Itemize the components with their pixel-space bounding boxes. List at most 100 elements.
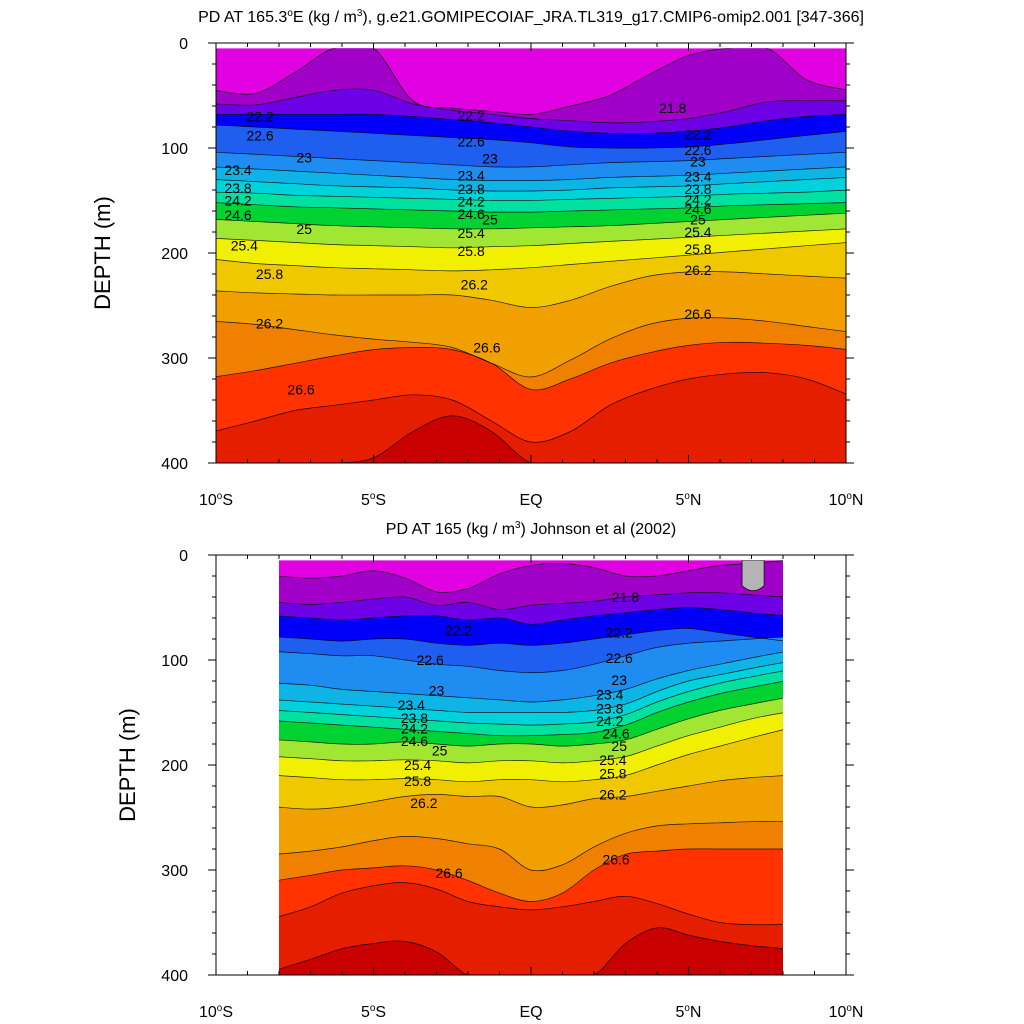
contour-label: 24.6 (602, 726, 629, 742)
filled-contours (216, 48, 846, 463)
contour-label: 21.8 (612, 589, 639, 605)
isopycnal-line (216, 341, 846, 391)
contour-label: 23 (296, 149, 312, 165)
contour-label: 26.2 (256, 315, 283, 331)
x-tick-label: 5oN (676, 1003, 702, 1021)
contour-label: 26.6 (602, 852, 629, 868)
contour-label: 26.2 (461, 277, 488, 293)
contour-label: 25.8 (684, 241, 711, 257)
contour-label: 26.6 (287, 382, 314, 398)
contour-label: 25.4 (404, 757, 431, 773)
isopycnal-line (279, 560, 783, 593)
y-tick-label: 400 (161, 456, 188, 473)
contour-label: 23.8 (401, 710, 428, 726)
isopycnal-line (279, 662, 783, 714)
contour-label: 24.2 (401, 720, 428, 736)
isopycnal-line (216, 113, 846, 134)
contour-label: 23 (611, 672, 627, 688)
contour-label: 25 (611, 738, 627, 754)
contour-label: 25.8 (458, 243, 485, 259)
isopycnal-line (279, 775, 783, 810)
contour-label: 26.6 (684, 306, 711, 322)
y-tick-label: 200 (161, 758, 188, 775)
isopycnal-line (216, 317, 846, 378)
y-tick-label: 100 (161, 141, 188, 158)
y-tick-label: 400 (161, 968, 188, 985)
contour-label: 23.4 (596, 687, 623, 703)
contour-label: 25.8 (599, 765, 626, 781)
isopycnal-line (216, 202, 846, 213)
isopycnal-line (216, 371, 846, 443)
contour-label: 24.2 (684, 191, 711, 207)
contour-label: 23.8 (684, 181, 711, 197)
x-tick-label: 5oS (361, 1003, 386, 1021)
contour-label: 22.2 (606, 625, 633, 641)
isopycnal-line (279, 607, 783, 625)
contour-label: 25.4 (599, 752, 626, 768)
contour-label: 23.4 (398, 697, 425, 713)
contour-label: 22.6 (417, 652, 444, 668)
isopycnal-line (216, 166, 846, 182)
contour-label: 24.2 (224, 193, 251, 209)
isopycnal-line (279, 848, 783, 902)
contour-label: 26.2 (684, 262, 711, 278)
contour-label: 22.6 (246, 127, 273, 143)
x-tick-label: 10oS (199, 491, 233, 509)
isopycnal-line (216, 242, 846, 272)
contour-label: 25 (432, 742, 448, 758)
y-tick-label: 0 (179, 36, 188, 53)
x-tick-label: 5oS (361, 491, 386, 509)
y-tick-label: 100 (161, 653, 188, 670)
contour-label: 26.6 (473, 340, 500, 356)
y-tick-label: 0 (179, 548, 188, 565)
isopycnal-line (216, 48, 846, 115)
contour-label: 25.4 (231, 238, 258, 254)
panel-observed-section: 21.822.2 22.222.6 22.6232323.423.423.823.8… (115, 520, 863, 1021)
isopycnal-line (279, 729, 783, 783)
contour-label: 21.8 (659, 100, 686, 116)
contour-label: 22.2 (458, 107, 485, 123)
contour-label: 25.8 (404, 773, 431, 789)
isopycnal-line (279, 697, 783, 747)
contour-label: 25 (296, 221, 312, 237)
x-tick-label: 10oS (199, 1003, 233, 1021)
contour-label: 25.8 (256, 266, 283, 282)
contour-label: 23.4 (684, 168, 711, 184)
isopycnal-line (279, 636, 783, 673)
contour-label: 22.6 (606, 650, 633, 666)
filled-contours (279, 560, 783, 975)
contour-label: 25.4 (684, 224, 711, 240)
contour-label: 24.6 (401, 733, 428, 749)
contour-label: 24.6 (458, 206, 485, 222)
contour-label: 25 (690, 211, 706, 227)
y-axis-label: DEPTH (m) (90, 196, 115, 310)
density-band (279, 927, 783, 975)
chart-title: PD AT 165.3oE (kg / m3), g.e21.GOMIPECOI… (198, 8, 864, 26)
contour-label: 23.8 (224, 180, 251, 196)
isopycnal-line (279, 821, 783, 872)
missing-data-patch (741, 560, 765, 592)
contour-label: 26.2 (599, 786, 626, 802)
contour-label: 24.6 (224, 207, 251, 223)
contour-label: 23.4 (224, 162, 251, 178)
x-tick-label: 10oN (829, 1003, 864, 1021)
isopycnal-line (216, 271, 846, 308)
isopycnal-line (279, 670, 783, 726)
isopycnal-line (216, 151, 846, 168)
isopycnal-line (216, 228, 846, 249)
y-axis-label: DEPTH (m) (115, 708, 140, 822)
contour-label: 23 (482, 151, 498, 167)
chart-title: PD AT 165 (kg / m3) Johnson et al (2002) (386, 520, 676, 538)
isopycnal-line (279, 681, 783, 737)
isopycnal-line (279, 882, 783, 926)
isopycnal-line (279, 592, 783, 610)
contour-label: 22.2 (246, 109, 273, 125)
contour-label: 22.2 (445, 623, 472, 639)
contour-label: 26.2 (410, 795, 437, 811)
isopycnal-line (279, 712, 783, 764)
y-tick-label: 300 (161, 351, 188, 368)
y-tick-label: 300 (161, 863, 188, 880)
isopycnal-line (279, 628, 783, 646)
